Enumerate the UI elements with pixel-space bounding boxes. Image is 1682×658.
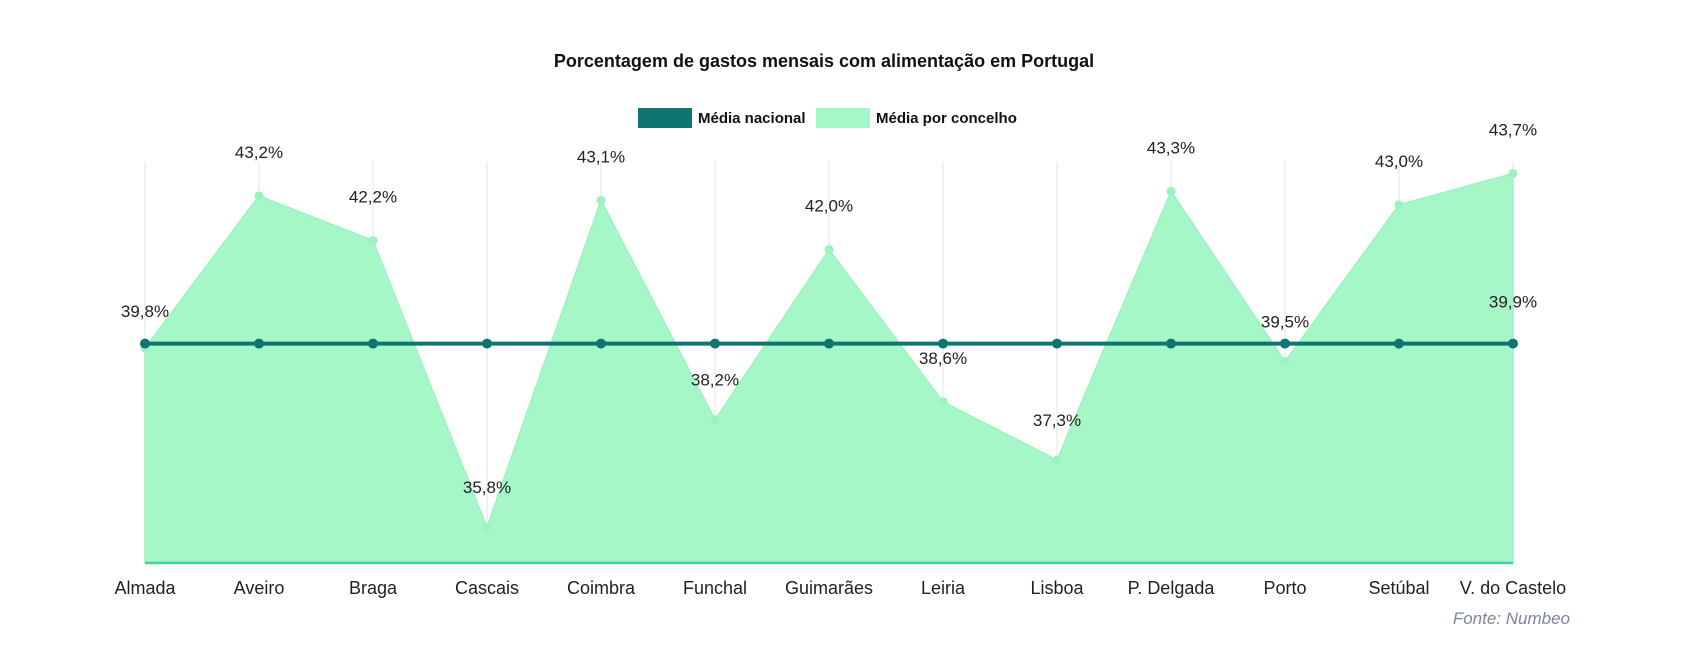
data-label-1: 43,2% <box>235 143 283 162</box>
area-point-11[interactable] <box>1394 200 1404 210</box>
area-series <box>140 168 1518 564</box>
data-label-12: 43,7% <box>1489 120 1537 139</box>
data-label-7: 38,6% <box>919 349 967 368</box>
x-tick-7: Leiria <box>921 578 966 598</box>
area-point-1[interactable] <box>254 191 264 201</box>
area-fill-concelho <box>144 172 1514 564</box>
area-point-6[interactable] <box>824 245 834 255</box>
area-point-7[interactable] <box>938 397 948 407</box>
x-tick-labels: Almada Aveiro Braga Cascais Coimbra Funchal Gu… <box>114 578 1566 598</box>
data-labels: 39,8% 43,2% 42,2% 35,8% 43,1% 38,2% 42,0% 38,6%… <box>121 120 1537 497</box>
area-point-2[interactable] <box>368 236 378 246</box>
chart-title: Porcentagem de gastos mensais com alimen… <box>554 51 1094 71</box>
national-point-11[interactable] <box>1394 338 1404 349</box>
data-label-0: 39,8% <box>121 302 169 321</box>
x-tick-9: P. Delgada <box>1128 578 1216 598</box>
legend-label-concelho[interactable]: Média por concelho <box>876 110 1017 127</box>
national-point-5[interactable] <box>710 338 720 349</box>
legend-swatch-concelho <box>816 108 870 128</box>
source-note: Fonte: Numbeo <box>1453 609 1570 628</box>
national-point-6[interactable] <box>824 338 834 349</box>
x-tick-2: Braga <box>349 578 398 598</box>
data-label-4: 43,1% <box>577 147 625 166</box>
x-tick-5: Funchal <box>683 578 747 598</box>
data-label-national: 39,9% <box>1489 293 1537 312</box>
data-label-5: 38,2% <box>691 371 739 390</box>
area-point-10[interactable] <box>1280 357 1290 366</box>
data-label-9: 43,3% <box>1147 138 1195 157</box>
national-point-7[interactable] <box>938 338 948 349</box>
area-point-4[interactable] <box>596 195 606 205</box>
national-point-8[interactable] <box>1052 338 1062 349</box>
area-point-12[interactable] <box>1508 168 1518 178</box>
data-label-8: 37,3% <box>1033 411 1081 430</box>
x-tick-12: V. do Castelo <box>1460 578 1566 598</box>
x-tick-1: Aveiro <box>234 578 285 598</box>
national-line-series <box>140 338 1518 349</box>
national-point-4[interactable] <box>596 338 606 349</box>
x-tick-3: Cascais <box>455 578 519 598</box>
area-point-8[interactable] <box>1052 455 1062 465</box>
national-point-2[interactable] <box>368 338 378 349</box>
national-point-12[interactable] <box>1508 338 1518 349</box>
x-tick-10: Porto <box>1263 578 1306 598</box>
national-point-3[interactable] <box>482 338 492 349</box>
national-point-1[interactable] <box>254 338 264 349</box>
legend-label-national[interactable]: Média nacional <box>698 110 806 127</box>
x-tick-4: Coimbra <box>567 578 636 598</box>
x-tick-8: Lisboa <box>1030 578 1084 598</box>
data-label-10: 39,5% <box>1261 313 1309 332</box>
area-point-3[interactable] <box>482 522 492 532</box>
national-point-0[interactable] <box>140 338 150 349</box>
area-point-9[interactable] <box>1166 186 1176 196</box>
data-label-6: 42,0% <box>805 197 853 216</box>
data-label-3: 35,8% <box>463 478 511 497</box>
data-label-2: 42,2% <box>349 188 397 207</box>
x-tick-6: Guimarães <box>785 578 873 598</box>
data-label-11: 43,0% <box>1375 152 1423 171</box>
legend: Média nacional Média por concelho <box>638 108 1017 128</box>
area-point-5[interactable] <box>710 415 720 425</box>
national-point-10[interactable] <box>1280 338 1290 349</box>
national-point-9[interactable] <box>1166 338 1176 349</box>
legend-swatch-national <box>638 108 692 128</box>
x-tick-0: Almada <box>114 578 176 598</box>
x-tick-11: Setúbal <box>1368 578 1429 598</box>
